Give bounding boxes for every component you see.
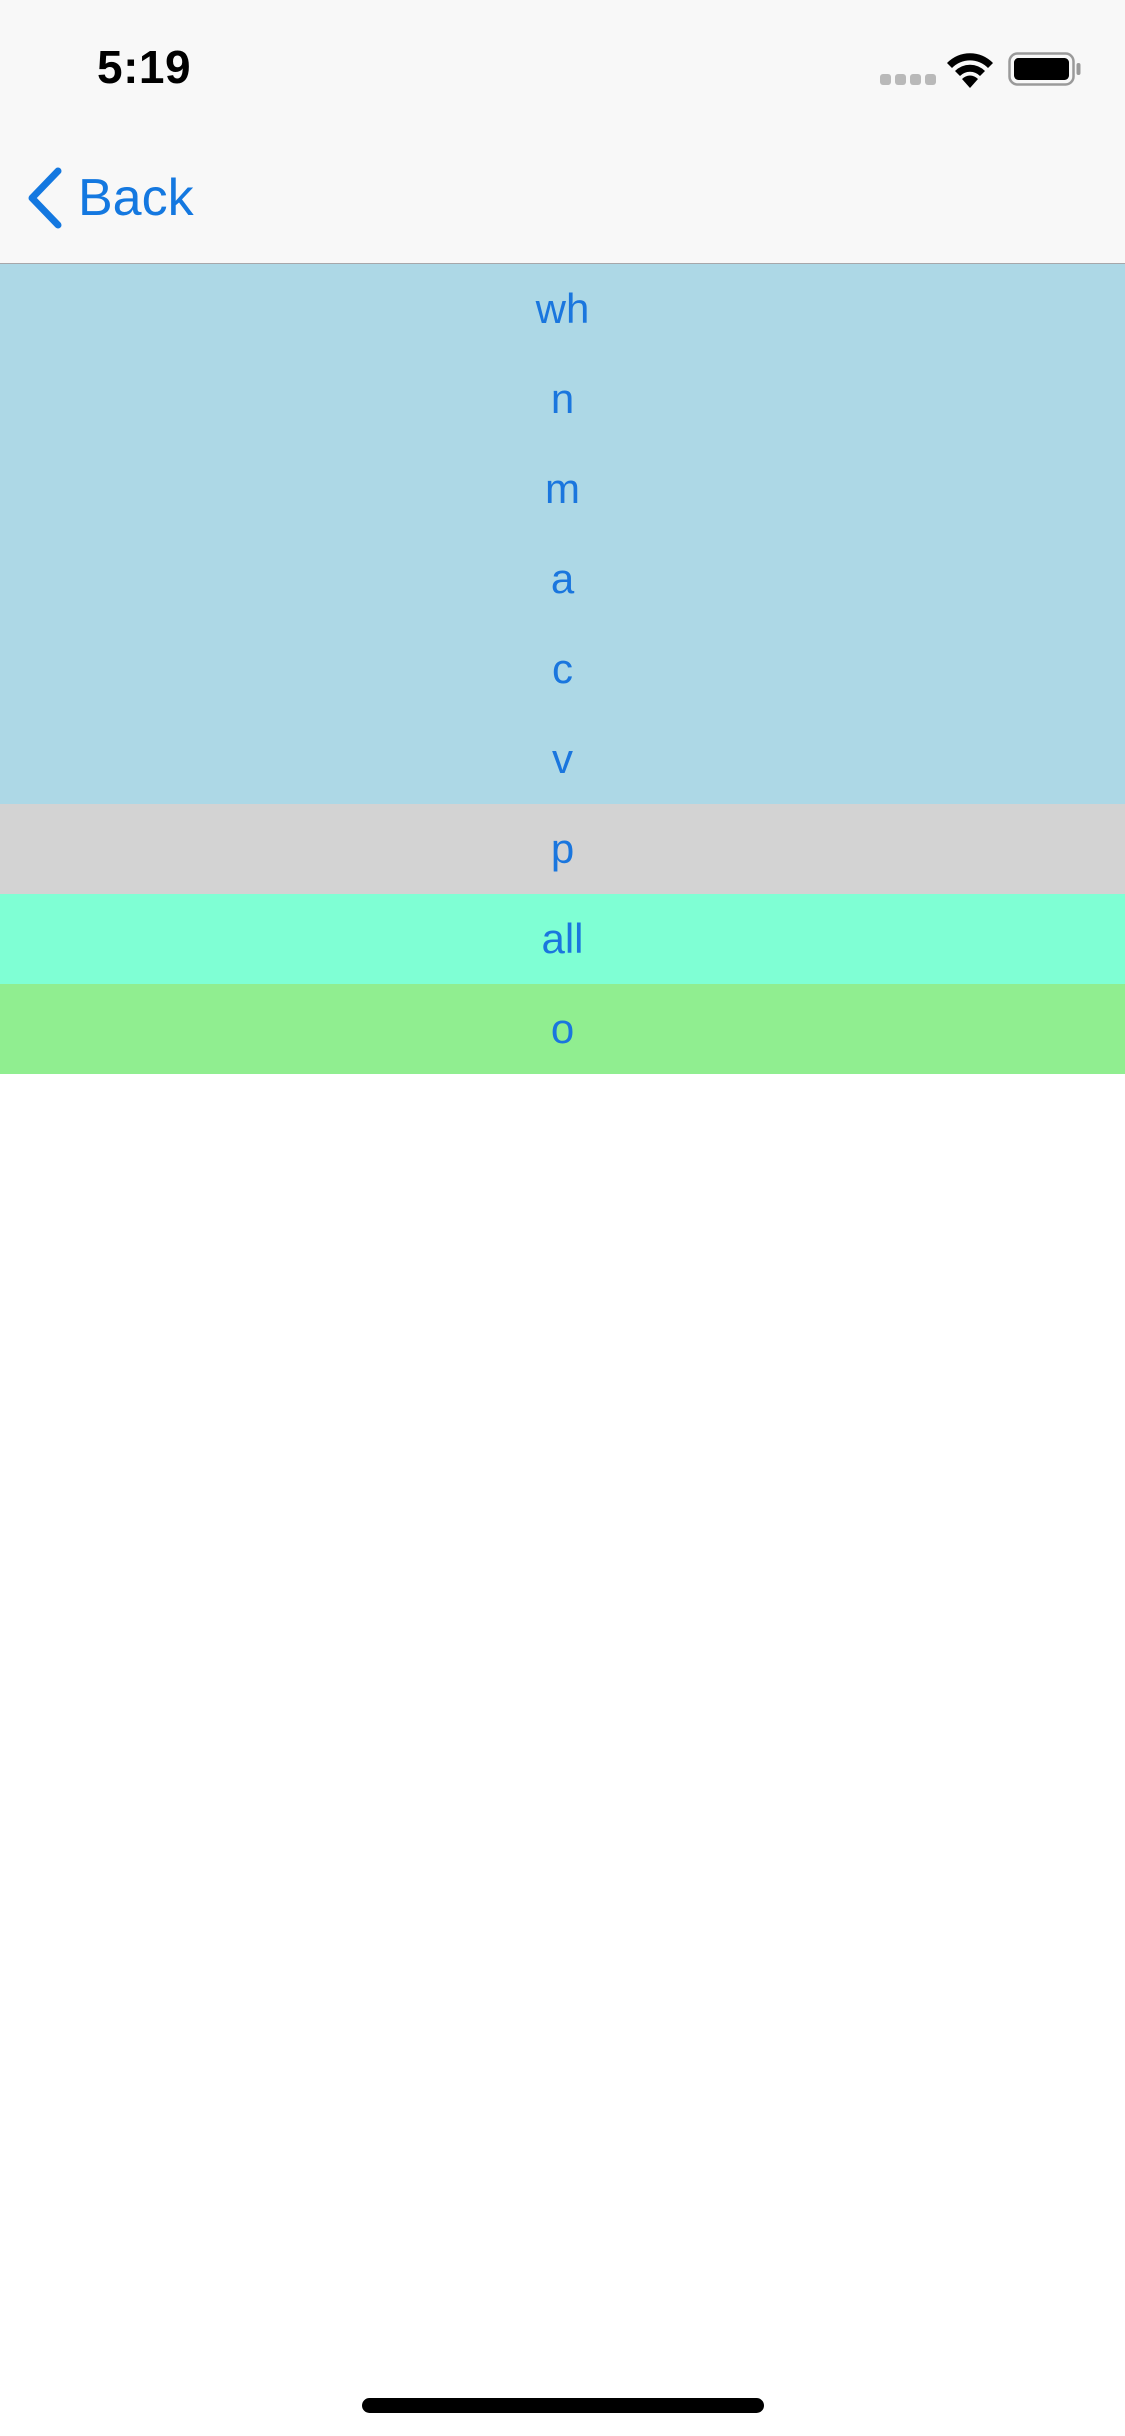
list-item[interactable]: v — [0, 714, 1125, 804]
list-item[interactable]: m — [0, 444, 1125, 534]
list-item[interactable]: all — [0, 894, 1125, 984]
list-item[interactable]: c — [0, 624, 1125, 714]
battery-icon — [1008, 52, 1081, 86]
list-item[interactable]: n — [0, 354, 1125, 444]
list-item[interactable]: a — [0, 534, 1125, 624]
home-indicator[interactable] — [362, 2398, 764, 2413]
list-item[interactable]: o — [0, 984, 1125, 1074]
back-button[interactable]: Back — [24, 166, 194, 230]
list-item[interactable]: wh — [0, 264, 1125, 354]
back-label: Back — [78, 169, 194, 227]
status-time: 5:19 — [97, 41, 192, 93]
navigation-bar: Back — [0, 132, 1125, 264]
status-bar: 5:19 — [0, 0, 1125, 132]
cellular-dots-icon — [880, 74, 936, 86]
chevron-left-icon — [28, 167, 62, 229]
list-item[interactable]: p — [0, 804, 1125, 894]
wifi-icon — [947, 53, 993, 88]
item-list: wh n m a c v p all o — [0, 264, 1125, 1074]
